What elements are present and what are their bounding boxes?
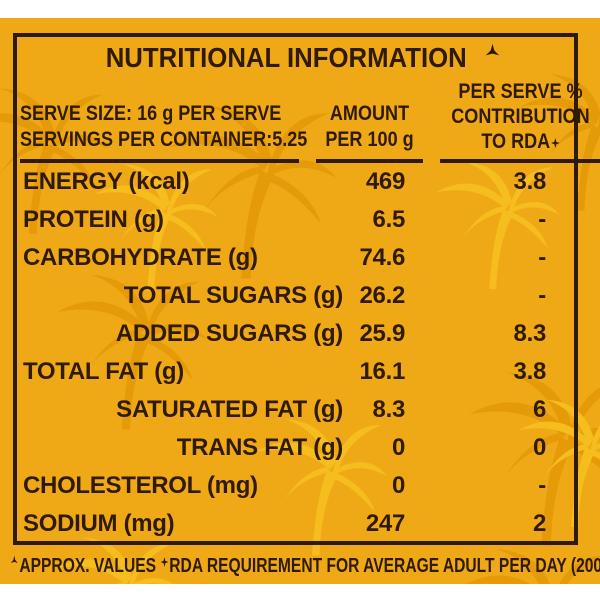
rda-header-line3-text: TO RDA	[481, 130, 551, 153]
rda-column-header: PER SERVE % CONTRIBUTION TO RDA	[440, 75, 600, 163]
serve-size-line: SERVE SIZE: 16 g PER SERVE	[20, 102, 282, 125]
row-label: ENERGY (kcal)	[23, 168, 190, 195]
serve-size-header: SERVE SIZE: 16 g PER SERVE SERVINGS PER …	[20, 75, 308, 163]
row-rda-percent: 8.3	[513, 320, 547, 347]
four-pointed-star-icon	[160, 557, 169, 567]
row-rda-percent: 3.8	[513, 358, 547, 385]
footnote-rda-note: RDA REQUIREMENT FOR AVERAGE ADULT PER DA…	[169, 555, 600, 577]
row-rda-percent: 2	[532, 510, 546, 537]
row-amount-per-100g: 247	[365, 510, 405, 537]
row-amount-per-100g: 16.1	[359, 358, 405, 385]
column-headers: SERVE SIZE: 16 g PER SERVE SERVINGS PER …	[17, 75, 600, 163]
table-row: SATURATED FAT (g) 8.3 6	[17, 391, 574, 429]
nutrition-table: NUTRITIONAL INFORMATION SERVE SIZE: 16 g…	[13, 33, 600, 545]
servings-per-container-line: SERVINGS PER CONTAINER:5.25	[20, 128, 308, 151]
row-amount-per-100g: 26.2	[359, 282, 405, 309]
table-row: CHOLESTEROL (mg) 0 -	[17, 467, 574, 505]
row-label: TOTAL FAT (g)	[23, 358, 184, 385]
four-pointed-star-icon	[551, 138, 560, 148]
row-rda-percent: 0	[532, 434, 546, 461]
row-rda-percent: 3.8	[513, 168, 547, 195]
table-row: TOTAL SUGARS (g) 26.2 -	[17, 277, 574, 315]
row-amount-per-100g: 0	[391, 434, 405, 461]
table-row: PROTEIN (g) 6.5 -	[17, 201, 574, 239]
row-label: SATURATED FAT (g)	[116, 396, 343, 423]
row-label: CARBOHYDRATE (g)	[23, 244, 258, 271]
row-amount-per-100g: 469	[365, 168, 405, 195]
row-label: ADDED SUGARS (g)	[115, 320, 344, 347]
table-title-row: NUTRITIONAL INFORMATION	[17, 37, 574, 73]
row-rda-percent: -	[538, 472, 546, 499]
footnote-text: APPROX. VALUES RDA REQUIREMENT FOR AVERAG…	[10, 550, 600, 582]
three-pointed-star-icon	[10, 555, 18, 564]
table-row: TOTAL FAT (g) 16.1 3.8	[17, 353, 574, 391]
row-label: PROTEIN (g)	[23, 206, 164, 233]
row-amount-per-100g: 25.9	[359, 320, 405, 347]
table-row: CARBOHYDRATE (g) 74.6 -	[17, 239, 574, 277]
rda-header-line1: PER SERVE %	[458, 80, 583, 103]
table-row: SODIUM (mg) 247 2	[17, 505, 574, 543]
row-label: TRANS FAT (g)	[176, 434, 344, 461]
footnote-approx-values: APPROX. VALUES	[19, 555, 157, 577]
row-amount-per-100g: 74.6	[359, 244, 405, 271]
row-rda-percent: -	[538, 244, 546, 271]
row-amount-per-100g: 6.5	[372, 206, 406, 233]
row-label: TOTAL SUGARS (g)	[123, 282, 344, 309]
table-row: TRANS FAT (g) 0 0	[17, 429, 574, 467]
row-label: SODIUM (mg)	[23, 510, 175, 537]
row-amount-per-100g: 8.3	[372, 396, 406, 423]
amount-header-line1: AMOUNT	[329, 102, 410, 125]
row-rda-percent: -	[538, 282, 546, 309]
three-pointed-star-icon	[486, 43, 500, 55]
rda-header-line3: TO RDA	[451, 129, 589, 154]
page-title: NUTRITIONAL INFORMATION	[105, 42, 467, 73]
row-amount-per-100g: 0	[391, 472, 405, 499]
amount-column-header: AMOUNT PER 100 g	[316, 75, 423, 163]
row-rda-percent: -	[538, 206, 546, 233]
row-label: CHOLESTEROL (mg)	[23, 472, 258, 499]
label-background: NUTRITIONAL INFORMATION SERVE SIZE: 16 g…	[0, 18, 600, 584]
table-row: ENERGY (kcal) 469 3.8	[17, 163, 574, 201]
row-rda-percent: 6	[532, 396, 546, 423]
footnote: APPROX. VALUES RDA REQUIREMENT FOR AVERAG…	[10, 550, 600, 582]
table-row: ADDED SUGARS (g) 25.9 8.3	[17, 315, 574, 353]
rda-header-line2: CONTRIBUTION	[451, 105, 590, 128]
amount-header-line2: PER 100 g	[325, 128, 414, 151]
nutrition-rows: ENERGY (kcal) 469 3.8 PROTEIN (g) 6.5- CARBOH…	[17, 163, 574, 543]
